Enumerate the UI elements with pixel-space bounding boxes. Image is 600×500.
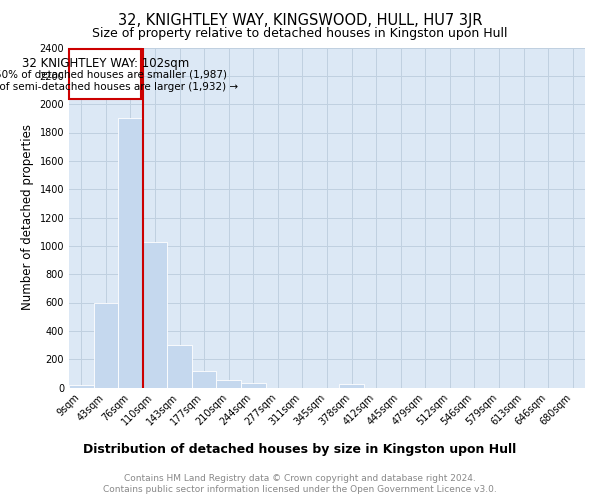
Y-axis label: Number of detached properties: Number of detached properties: [21, 124, 34, 310]
Bar: [69, 384, 94, 388]
Bar: [118, 118, 143, 388]
Bar: [167, 345, 192, 388]
Bar: [217, 380, 241, 388]
Text: 32 KNIGHTLEY WAY: 102sqm: 32 KNIGHTLEY WAY: 102sqm: [22, 56, 189, 70]
Text: Distribution of detached houses by size in Kingston upon Hull: Distribution of detached houses by size …: [83, 442, 517, 456]
Text: Contains HM Land Registry data © Crown copyright and database right 2024.: Contains HM Land Registry data © Crown c…: [124, 474, 476, 483]
Text: ← 50% of detached houses are smaller (1,987): ← 50% of detached houses are smaller (1,…: [0, 70, 227, 80]
Text: 49% of semi-detached houses are larger (1,932) →: 49% of semi-detached houses are larger (…: [0, 82, 238, 92]
Text: Size of property relative to detached houses in Kingston upon Hull: Size of property relative to detached ho…: [92, 28, 508, 40]
Bar: [339, 384, 364, 388]
Bar: [143, 242, 167, 388]
Text: 32, KNIGHTLEY WAY, KINGSWOOD, HULL, HU7 3JR: 32, KNIGHTLEY WAY, KINGSWOOD, HULL, HU7 …: [118, 12, 482, 28]
Bar: [192, 371, 217, 388]
FancyBboxPatch shape: [70, 49, 142, 98]
Bar: [94, 302, 118, 388]
Text: Contains public sector information licensed under the Open Government Licence v3: Contains public sector information licen…: [103, 485, 497, 494]
Bar: [241, 383, 266, 388]
